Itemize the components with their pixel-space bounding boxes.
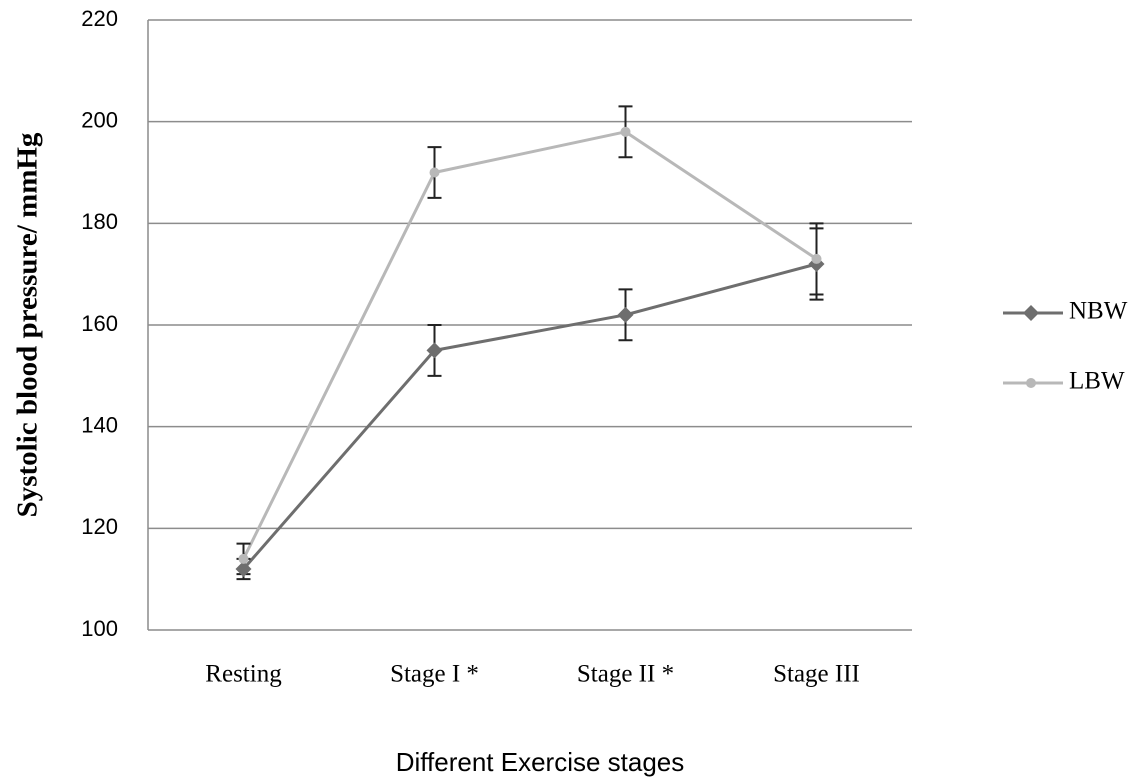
y-axis-title: Systolic blood pressure/ mmHg [12,132,44,517]
x-axis-title: Different Exercise stages [396,747,685,777]
x-tick-label: Stage I * [390,661,479,688]
marker [617,306,634,323]
x-tick-label: Stage II * [577,661,674,688]
y-tick-label: 140 [81,412,118,437]
series-line [242,130,818,560]
y-tick-label: 100 [81,616,118,641]
marker [235,561,252,577]
marker [426,342,443,359]
marker [238,553,249,564]
series-line [242,262,817,570]
marker [620,126,631,137]
legend-marker [1023,305,1039,321]
y-tick-label: 160 [81,311,118,336]
y-tick-label: 180 [81,209,118,234]
x-tick-label: Resting [205,661,282,688]
marker [429,167,440,178]
y-tick-label: 220 [81,6,118,31]
legend-label: NBW [1069,298,1128,325]
legend-marker [1026,378,1036,388]
x-tick-label: Stage III [773,661,860,688]
marker [811,253,822,264]
legend-label: LBW [1069,368,1125,395]
y-tick-label: 200 [81,107,118,132]
y-tick-label: 120 [81,514,118,539]
